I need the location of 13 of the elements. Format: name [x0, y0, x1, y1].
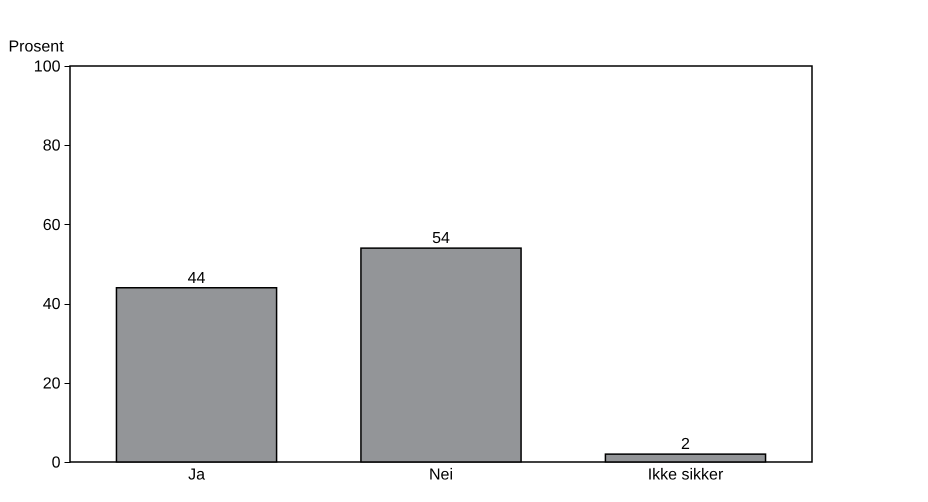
x-tick-label: Ikke sikker: [648, 466, 724, 484]
y-tick-label: 0: [52, 454, 61, 472]
y-axis-title: Prosent: [8, 38, 64, 56]
x-tick-label: Ja: [188, 466, 206, 484]
y-tick-label: 80: [42, 138, 61, 155]
y-tick-label: 60: [42, 216, 61, 234]
x-tick-label: Nei: [428, 466, 454, 484]
y-tick-label: 100: [34, 58, 61, 76]
data-label: 44: [188, 270, 206, 287]
data-label: 2: [681, 436, 690, 454]
y-tick-label: 40: [42, 296, 61, 314]
y-tick-label: 20: [42, 375, 61, 392]
data-label: 54: [432, 230, 450, 248]
